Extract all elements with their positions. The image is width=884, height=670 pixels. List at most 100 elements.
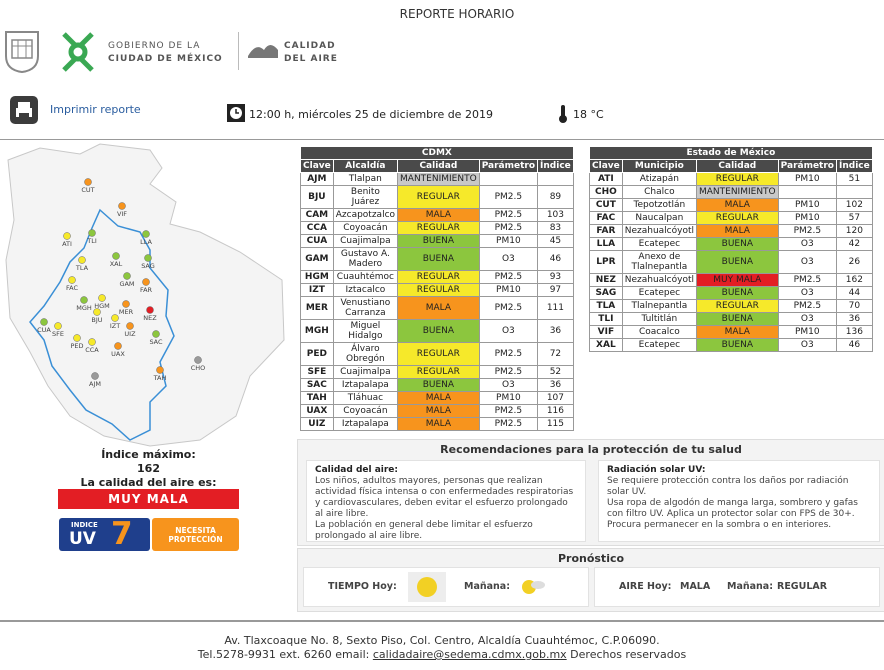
cell: 93 xyxy=(537,270,574,284)
station-dot xyxy=(142,230,150,238)
rec-paragraph: Usa ropa de algodón de manga larga, somb… xyxy=(607,498,858,519)
cell: PM2.5 xyxy=(478,417,539,431)
rec-uv-heading: Radiación solar UV: xyxy=(607,465,706,475)
title-row: CDMX xyxy=(300,146,574,160)
edomex-table-wrap: Estado de México Clave Municipio Calidad Par… xyxy=(589,146,873,352)
cell: O3 xyxy=(777,312,838,326)
column-header: Alcaldía xyxy=(332,159,399,173)
shield-logo xyxy=(5,31,39,74)
cell: 36 xyxy=(537,378,574,392)
station-dot xyxy=(146,306,154,314)
cell xyxy=(836,185,873,199)
station-row: CCA Coyoacán REGULAR PM2.5 83 xyxy=(300,221,574,235)
cell: UAX xyxy=(300,404,334,418)
station-dot xyxy=(80,296,88,304)
station-label: AJM xyxy=(89,380,101,388)
cell: PM10 xyxy=(478,283,539,297)
station-label: GAM xyxy=(119,280,134,288)
cell: PM10 xyxy=(777,325,838,339)
cell: PM2.5 xyxy=(478,208,539,222)
cell: 162 xyxy=(836,273,873,287)
station-row: PED Álvaro Obregón REGULAR PM2.5 72 xyxy=(300,342,574,366)
cell: CHO xyxy=(589,185,623,199)
station-label: SFE xyxy=(52,330,64,338)
cell: CUT xyxy=(589,198,623,212)
quality-cell: REGULAR xyxy=(397,185,480,209)
column-header: Índice xyxy=(836,159,873,173)
station-dot xyxy=(63,232,71,240)
cell: PM2.5 xyxy=(478,365,539,379)
quality-cell: BUENA xyxy=(397,319,480,343)
station-dot xyxy=(40,318,48,326)
cell: PM2.5 xyxy=(777,299,838,313)
station-label: IZT xyxy=(110,322,120,330)
cell: Coyoacán xyxy=(332,404,399,418)
station-row: XAL Ecatepec BUENA O3 46 xyxy=(589,338,873,352)
air-logo xyxy=(248,45,278,58)
cell: LLA xyxy=(589,237,623,251)
cell: 70 xyxy=(836,299,873,313)
cell: Tultitlán xyxy=(621,312,697,326)
station-row: CAM Azcapotzalco MALA PM2.5 103 xyxy=(300,208,574,222)
quality-cell: MALA xyxy=(397,208,480,222)
station-label: CCA xyxy=(85,346,99,354)
quality-cell: BUENA xyxy=(397,378,480,392)
cell: Tlalnepantla xyxy=(621,299,697,313)
cell: Coyoacán xyxy=(332,221,399,235)
station-row: SAG Ecatepec BUENA O3 44 xyxy=(589,286,873,300)
cell: PM2.5 xyxy=(478,342,539,366)
max-label: Índice máximo: xyxy=(101,448,196,461)
quality-cell: REGULAR xyxy=(397,342,480,366)
print-link[interactable]: Imprimir reporte xyxy=(50,103,141,116)
station-row: TLA Tlalnepantla REGULAR PM2.5 70 xyxy=(589,299,873,313)
address: Av. Tlaxcoaque No. 8, Sexto Piso, Col. C… xyxy=(224,634,660,647)
station-dot xyxy=(84,178,92,186)
cell: VIF xyxy=(589,325,623,339)
quality-cell: MALA xyxy=(695,198,779,212)
station-row: TLI Tultitlán BUENA O3 36 xyxy=(589,312,873,326)
cell: Tláhuac xyxy=(332,391,399,405)
cell: 36 xyxy=(537,319,574,343)
cell: Álvaro Obregón xyxy=(332,342,399,366)
cell: HGM xyxy=(300,270,334,284)
cell: MER xyxy=(300,296,334,320)
cell: O3 xyxy=(478,378,539,392)
cell: IZT xyxy=(300,283,334,297)
station-dot xyxy=(68,276,76,284)
cell: SFE xyxy=(300,365,334,379)
station-row: AJM Tlalpan MANTENIMIENTO xyxy=(300,172,574,186)
station-row: FAC Naucalpan REGULAR PM10 57 xyxy=(589,211,873,225)
rec-paragraph: Los niños, adultos mayores, personas que… xyxy=(315,476,574,519)
station-row: MGH Miguel Hidalgo BUENA O3 36 xyxy=(300,319,574,343)
station-label: BJU xyxy=(91,316,102,324)
cell: PED xyxy=(300,342,334,366)
cell: AJM xyxy=(300,172,334,186)
cell: 36 xyxy=(836,312,873,326)
cell: Ecatepec xyxy=(621,338,697,352)
cell: Iztapalapa xyxy=(332,378,399,392)
cell: ATI xyxy=(589,172,623,186)
cell: Ecatepec xyxy=(621,286,697,300)
station-dot xyxy=(194,356,202,364)
cell: SAG xyxy=(589,286,623,300)
cell: PM10 xyxy=(478,391,539,405)
cell: 89 xyxy=(537,185,574,209)
cell: LPR xyxy=(589,250,623,274)
quality-cell: REGULAR xyxy=(695,211,779,225)
rec-air-heading: Calidad del aire: xyxy=(315,465,399,475)
air-today-label: AIRE Hoy: xyxy=(619,581,672,592)
station-row: FAR Nezahualcóyotl MALA PM2.5 120 xyxy=(589,224,873,238)
email[interactable]: calidadaire@sedema.cdmx.gob.mx xyxy=(372,648,567,661)
station-row: IZT Iztacalco REGULAR PM10 97 xyxy=(300,283,574,297)
cell: O3 xyxy=(777,286,838,300)
rec-air: Calidad del aire: Los niños, adultos may… xyxy=(306,460,586,542)
cell: Naucalpan xyxy=(621,211,697,225)
cell: 46 xyxy=(836,338,873,352)
rights: Derechos reservados xyxy=(570,648,687,661)
contact: Tel.5278-9931 ext. 6260 email: calidadai… xyxy=(0,648,884,661)
quality-cell: REGULAR xyxy=(397,365,480,379)
print-icon[interactable] xyxy=(10,96,38,124)
cell: 83 xyxy=(537,221,574,235)
cell: 136 xyxy=(836,325,873,339)
cdmx-logo xyxy=(62,32,94,72)
